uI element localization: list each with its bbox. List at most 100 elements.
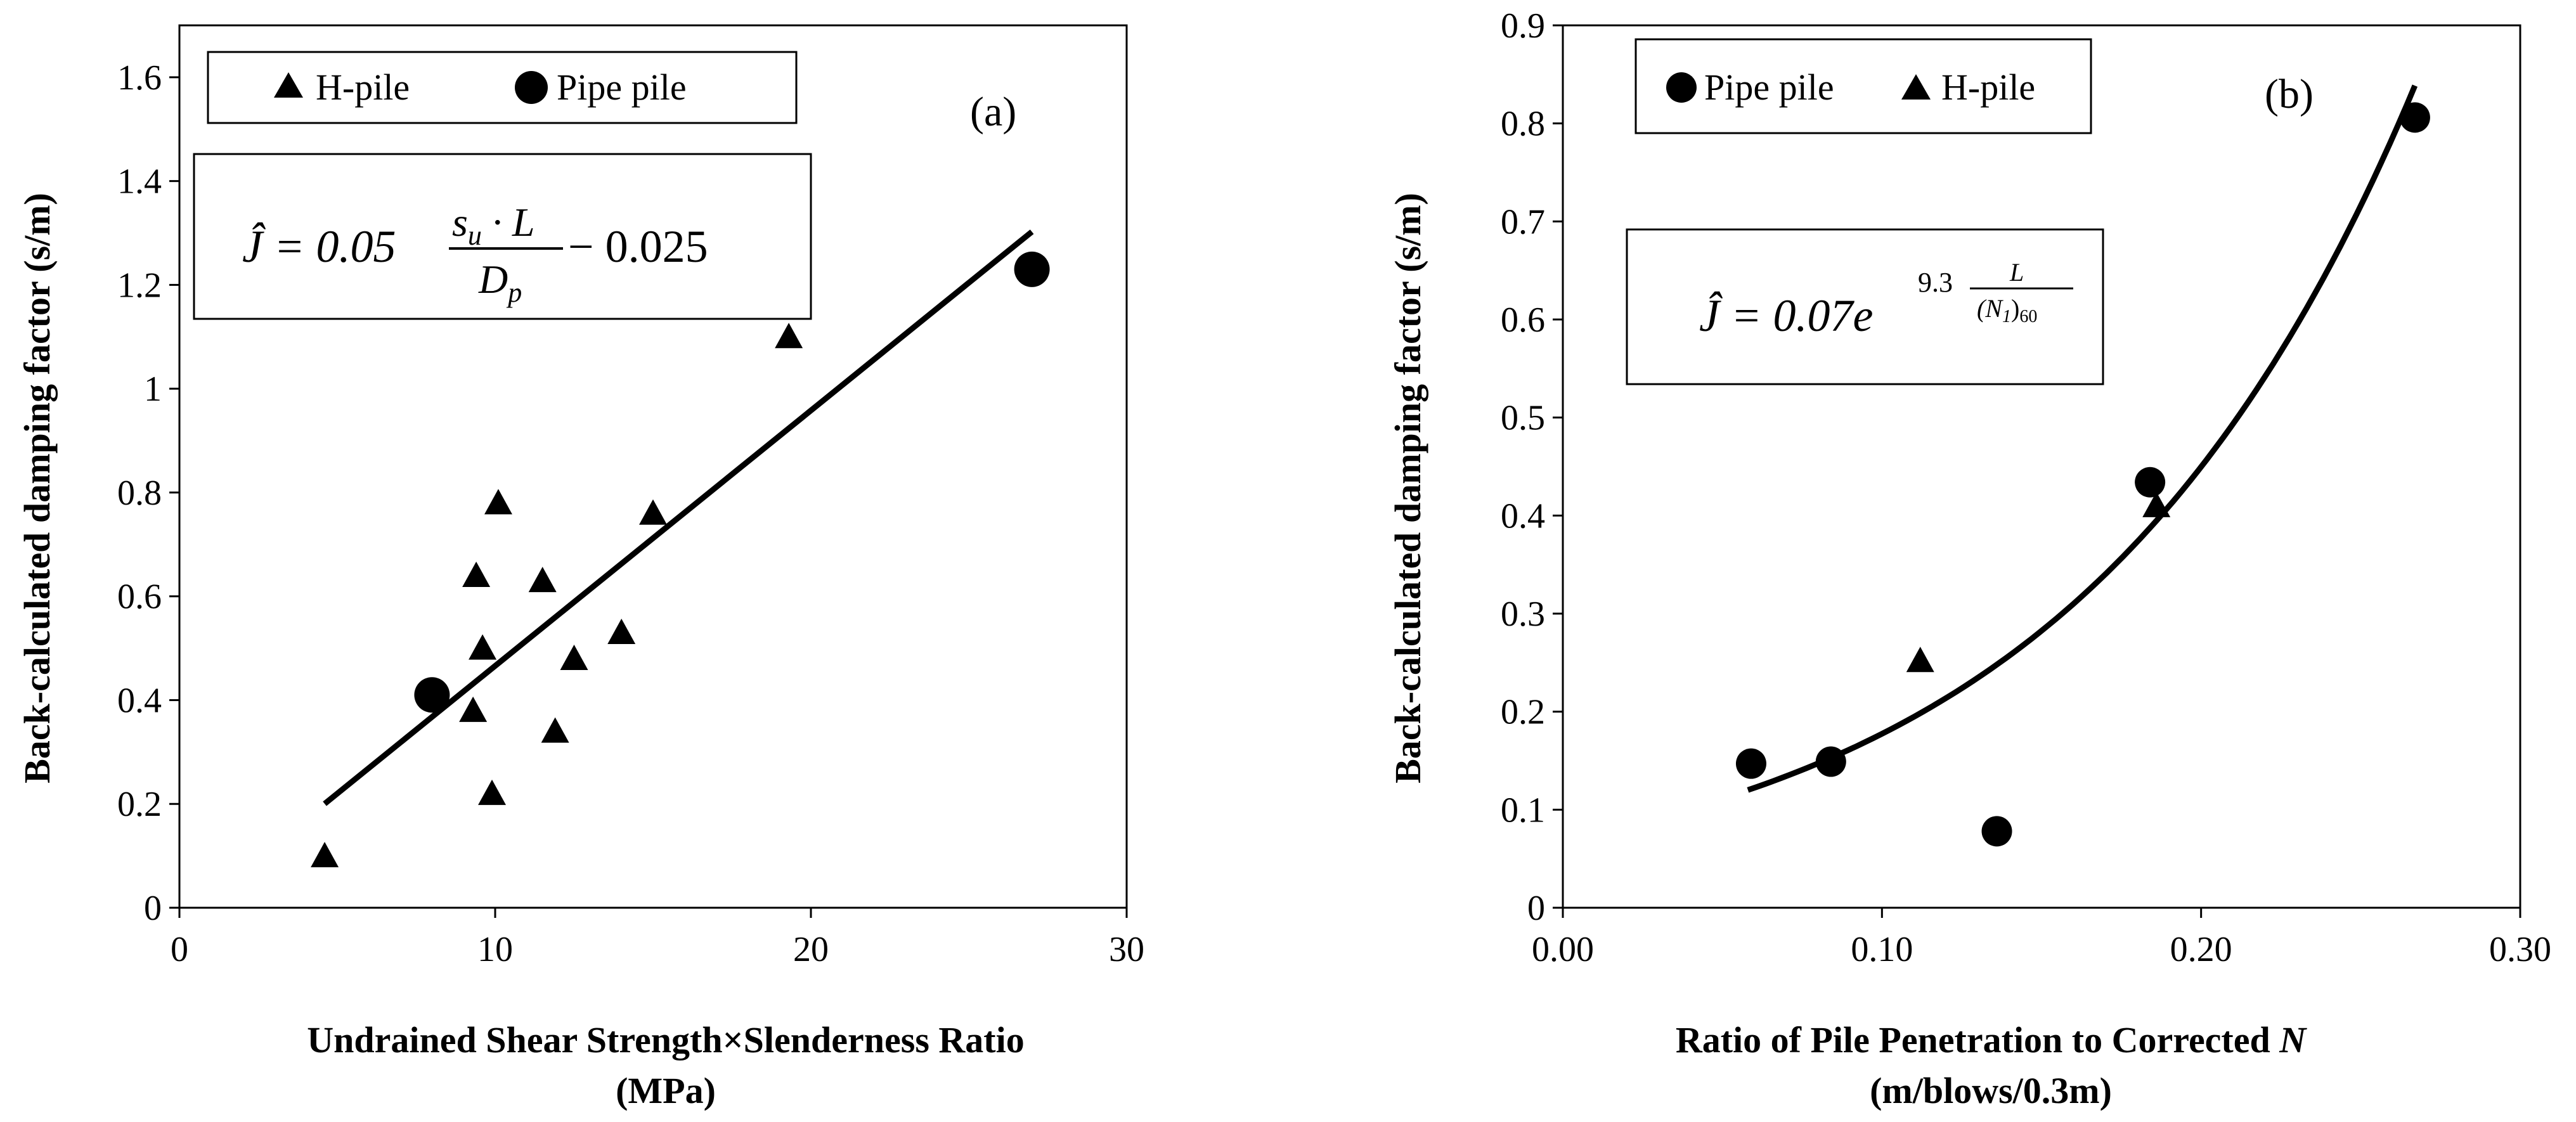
equation-a-denominator: D	[478, 257, 508, 302]
y-tick-label: 1.6	[117, 58, 162, 98]
data-point-h-pile	[484, 489, 512, 515]
y-tick-label: 0.6	[1501, 300, 1545, 340]
legend-b-entry-1: Pipe pile	[1704, 67, 1834, 108]
y-ticks-a: 0 0.2 0.4 0.6 0.8 1 1.2 1.4 1.6	[117, 58, 179, 928]
data-point-h-pile	[459, 696, 488, 722]
data-point-h-pile	[469, 634, 497, 660]
equation-b: Ĵ = 0.07e 9.3 L (N1)60	[1699, 258, 2073, 341]
y-tick-label: 0.1	[1501, 790, 1545, 830]
data-point-h-pile	[528, 567, 557, 593]
data-point-h-pile	[639, 499, 667, 525]
svg-text:su · L: su · L	[452, 200, 535, 251]
legend-a-triangle-marker	[274, 72, 303, 98]
x-tick-label: 0.00	[1532, 930, 1594, 969]
x-tick-label: 0	[171, 930, 188, 969]
plot-area-b	[1562, 24, 2521, 909]
x-axis-title-a-line2: (MPa)	[616, 1070, 716, 1111]
x-tick-label: 20	[793, 930, 829, 969]
equation-box-a	[193, 153, 812, 320]
x-tick-label: 10	[477, 930, 513, 969]
data-point-pipe-pile	[1815, 746, 1846, 777]
y-tick-label: 0.2	[1501, 693, 1545, 732]
legend-a	[207, 51, 798, 124]
legend-a-entry-1: H-pile	[316, 67, 410, 108]
data-point-h-pile	[2142, 491, 2171, 517]
y-tick-label: 0.6	[117, 577, 162, 617]
data-point-h-pile	[311, 842, 339, 868]
legend-a-entry-2: Pipe pile	[557, 67, 687, 108]
data-point-pipe-pile	[414, 677, 450, 713]
data-point-pipe-pile	[2135, 467, 2166, 498]
equation-a-numerator-rest: · L	[482, 200, 535, 245]
equation-b-exp-num: L	[2009, 258, 2024, 287]
x-axis-title-b-line2: (m/blows/0.3m)	[1870, 1070, 2112, 1111]
y-axis-title-b: Back-calculated damping factor (s/m)	[1387, 193, 1428, 783]
data-point-h-pile	[607, 619, 636, 645]
data-points-a	[311, 251, 1050, 868]
equation-b-exp-den-sub1: 1	[2002, 307, 2011, 326]
equation-box-b	[1626, 228, 2104, 385]
data-point-h-pile	[478, 779, 507, 805]
legend-a-circle-marker	[515, 71, 548, 104]
equation-b-exp-den: (N	[1977, 294, 2003, 323]
x-tick-label: 0.10	[1851, 930, 1913, 969]
data-point-h-pile	[775, 323, 803, 349]
equation-a-denominator-sub: p	[506, 277, 522, 308]
x-ticks-a: 0 10 20 30	[171, 908, 1144, 969]
equation-b-lhs: Ĵ = 0.07e	[1699, 290, 1874, 341]
x-tick-label: 0.30	[2489, 930, 2551, 969]
panel-label-a: (a)	[970, 89, 1016, 135]
panel-label-b: (b)	[2265, 71, 2314, 117]
legend-b-entry-2: H-pile	[1941, 67, 2035, 108]
data-point-h-pile	[541, 717, 569, 743]
x-tick-label: 0.20	[2170, 930, 2232, 969]
panel-a: 0 0.2 0.4 0.6 0.8 1 1.2 1.4 1.6 0 10 20 30 H-pile P…	[16, 24, 1144, 1111]
data-point-pipe-pile	[1981, 816, 2012, 847]
equation-b-exp-den-close: )	[2011, 294, 2019, 323]
plot-area-a	[178, 24, 1128, 909]
x-tick-label: 30	[1109, 930, 1144, 969]
equation-a-lhs: Ĵ = 0.05	[242, 221, 396, 272]
equation-b-exp-den-sub2: 60	[2019, 307, 2037, 326]
equation-a: Ĵ = 0.05 su · L Dp − 0.025	[242, 200, 708, 308]
equation-b-exp-coef: 9.3	[1918, 267, 1953, 298]
y-tick-label: 0	[144, 889, 162, 928]
y-axis-title-a: Back-calculated damping factor (s/m)	[16, 193, 58, 783]
data-point-h-pile	[560, 644, 588, 670]
data-point-pipe-pile	[2399, 102, 2430, 133]
x-axis-title-b-italic: N	[2279, 1019, 2307, 1061]
data-point-h-pile	[1906, 647, 1934, 673]
x-axis-title-a: Undrained Shear Strength×Slenderness Rat…	[307, 1019, 1024, 1061]
y-tick-label: 0.8	[1501, 105, 1545, 144]
equation-a-numerator: s	[452, 200, 468, 245]
equation-a-numerator-sub: u	[468, 220, 482, 251]
data-points-b	[1735, 102, 2430, 847]
y-ticks-b: 0 0.1 0.2 0.3 0.4 0.5 0.6 0.7 0.8 0.9	[1501, 6, 1563, 928]
x-axis-title-b-text: Ratio of Pile Penetration to Corrected	[1676, 1019, 2279, 1061]
svg-text:Ĵ = 0.05: Ĵ = 0.05	[242, 221, 396, 272]
svg-text:(N1)60: (N1)60	[1977, 294, 2037, 326]
y-tick-label: 0.4	[117, 681, 162, 720]
equation-a-tail: − 0.025	[568, 221, 708, 272]
y-tick-label: 0.2	[117, 785, 162, 824]
y-tick-label: 0.4	[1501, 496, 1545, 536]
x-ticks-b: 0.00 0.10 0.20 0.30	[1532, 908, 2551, 969]
y-tick-label: 1.4	[117, 162, 162, 202]
y-tick-label: 0.9	[1501, 6, 1545, 46]
data-point-pipe-pile	[1735, 748, 1766, 779]
trendline-b	[1747, 84, 2418, 793]
y-tick-label: 1.2	[117, 266, 162, 305]
y-tick-label: 0.8	[117, 474, 162, 513]
y-tick-label: 1	[144, 370, 162, 409]
y-tick-label: 0	[1527, 889, 1545, 928]
data-point-h-pile	[462, 561, 491, 587]
legend-b	[1634, 38, 2092, 134]
svg-text:Dp: Dp	[478, 257, 522, 308]
y-tick-label: 0.3	[1501, 595, 1545, 634]
x-axis-title-b: Ratio of Pile Penetration to Corrected N	[1676, 1019, 2307, 1061]
data-point-pipe-pile	[1014, 251, 1050, 287]
y-tick-label: 0.7	[1501, 202, 1545, 242]
panel-b: 0 0.1 0.2 0.3 0.4 0.5 0.6 0.7 0.8 0.9 0.00 0.10 0.2…	[1387, 6, 2551, 1111]
legend-b-circle-marker	[1666, 72, 1697, 103]
